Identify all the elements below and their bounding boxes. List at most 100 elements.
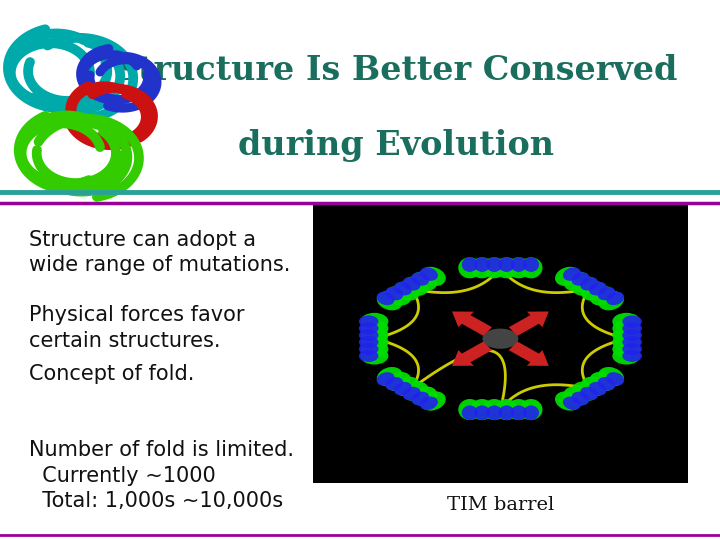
Ellipse shape [462,257,478,272]
Ellipse shape [613,334,641,351]
Ellipse shape [420,267,438,281]
Text: Concept of fold.: Concept of fold. [29,364,194,384]
Text: TIM barrel: TIM barrel [447,496,554,514]
Ellipse shape [474,406,490,420]
Text: Physical forces favor
certain structures.: Physical forces favor certain structures… [29,305,244,350]
Ellipse shape [377,372,395,386]
Ellipse shape [377,292,395,305]
Ellipse shape [394,377,420,396]
Ellipse shape [462,406,478,420]
Ellipse shape [394,281,420,301]
Ellipse shape [590,286,616,306]
Ellipse shape [361,313,389,330]
FancyArrow shape [452,341,492,366]
Ellipse shape [580,277,598,291]
Ellipse shape [606,372,624,386]
Ellipse shape [622,343,642,355]
Ellipse shape [498,406,515,420]
Ellipse shape [523,406,539,420]
Ellipse shape [411,392,429,405]
Ellipse shape [572,276,598,296]
Ellipse shape [483,257,506,278]
Ellipse shape [606,292,624,305]
Ellipse shape [581,281,607,301]
Ellipse shape [613,347,641,365]
Ellipse shape [471,399,494,420]
Ellipse shape [459,257,482,278]
Ellipse shape [622,336,642,348]
Ellipse shape [486,406,503,420]
Ellipse shape [377,291,402,310]
Bar [0,192,720,540]
Ellipse shape [483,399,506,420]
Ellipse shape [563,396,581,410]
Ellipse shape [402,382,428,401]
Ellipse shape [377,367,402,386]
Ellipse shape [563,267,581,281]
Ellipse shape [359,329,379,341]
Text: Number of fold is limited.
  Currently ~1000
  Total: 1,000s ~10,000s: Number of fold is limited. Currently ~10… [29,440,294,511]
Ellipse shape [510,406,527,420]
Ellipse shape [361,327,389,344]
Ellipse shape [613,320,641,337]
Text: Structure Is Better Conserved: Structure Is Better Conserved [114,53,678,87]
Ellipse shape [598,367,624,386]
Ellipse shape [589,382,607,395]
Ellipse shape [589,282,607,295]
Ellipse shape [598,377,616,390]
Ellipse shape [459,399,482,420]
Ellipse shape [498,257,515,272]
Ellipse shape [361,347,389,365]
Ellipse shape [555,392,581,410]
Ellipse shape [474,257,490,272]
Ellipse shape [495,257,518,278]
Ellipse shape [507,399,530,420]
Ellipse shape [622,350,642,362]
Ellipse shape [402,387,420,400]
Ellipse shape [411,272,437,291]
Ellipse shape [385,286,411,306]
Ellipse shape [411,387,437,406]
Ellipse shape [361,320,389,337]
Ellipse shape [420,392,446,410]
Ellipse shape [598,287,616,300]
Ellipse shape [361,334,389,351]
Ellipse shape [394,282,412,295]
Ellipse shape [555,267,581,286]
Ellipse shape [361,340,389,357]
Ellipse shape [411,272,429,286]
Ellipse shape [471,257,494,278]
Ellipse shape [420,396,438,410]
Ellipse shape [495,399,518,420]
Ellipse shape [622,329,642,341]
Ellipse shape [564,272,590,291]
Ellipse shape [385,372,411,391]
Ellipse shape [580,387,598,400]
Ellipse shape [385,287,403,300]
FancyArrow shape [509,312,549,336]
Ellipse shape [581,377,607,396]
Ellipse shape [486,257,503,272]
Ellipse shape [598,291,624,310]
Ellipse shape [394,382,412,395]
Text: during Evolution: during Evolution [238,129,554,163]
Ellipse shape [385,377,403,390]
Ellipse shape [420,267,446,286]
Ellipse shape [572,272,590,286]
Ellipse shape [520,399,543,420]
Ellipse shape [359,322,379,334]
Ellipse shape [622,322,642,334]
Ellipse shape [523,257,539,272]
Ellipse shape [622,315,642,328]
Ellipse shape [510,257,527,272]
Ellipse shape [359,350,379,362]
Ellipse shape [590,372,616,391]
Ellipse shape [613,327,641,344]
Ellipse shape [402,276,428,296]
Ellipse shape [482,328,518,349]
Ellipse shape [572,392,590,405]
Ellipse shape [402,277,420,291]
FancyArrow shape [452,312,492,336]
Text: Structure can adopt a
wide range of mutations.: Structure can adopt a wide range of muta… [29,230,290,275]
Ellipse shape [613,340,641,357]
